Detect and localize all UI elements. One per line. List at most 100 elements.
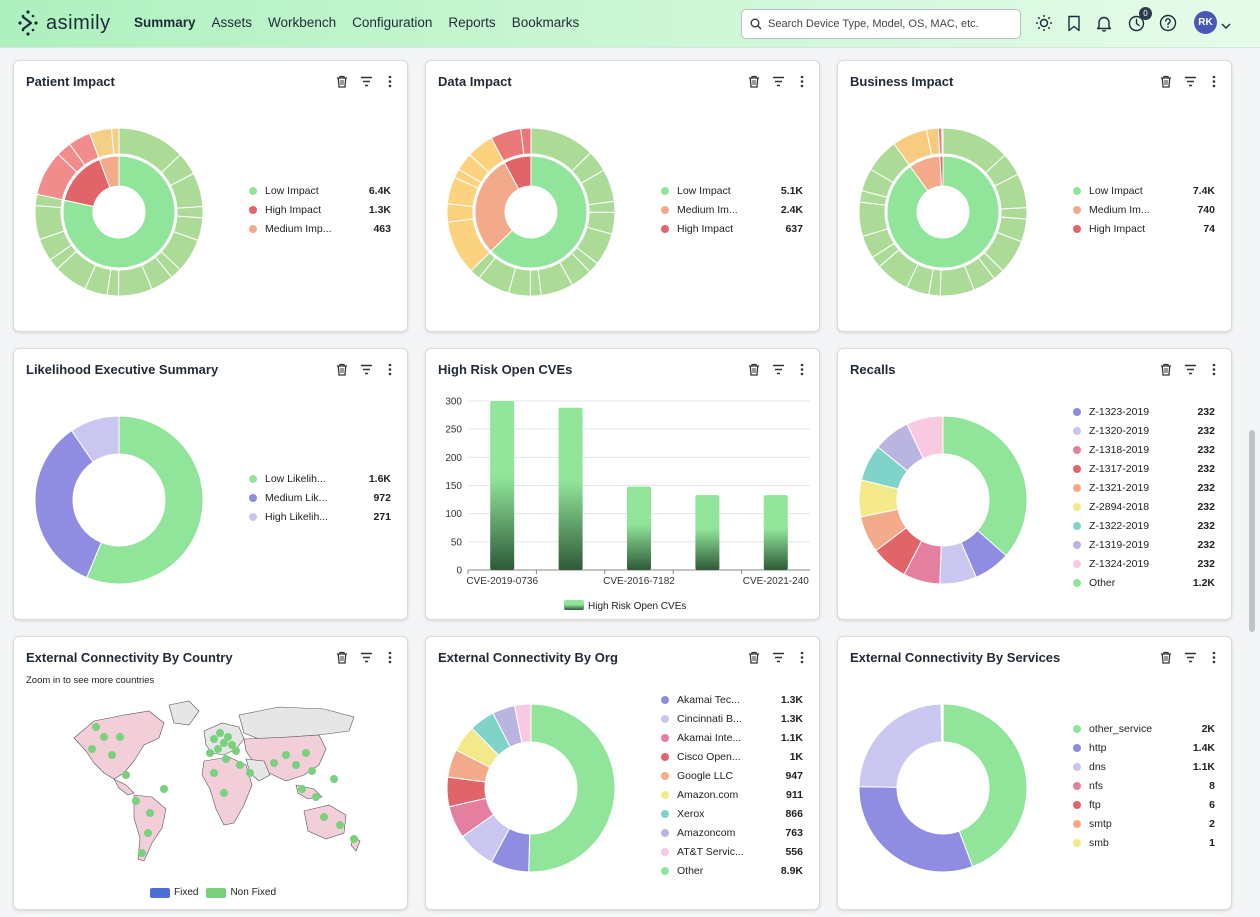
filter-icon[interactable] (359, 362, 373, 376)
slice-medium-likelihood[interactable] (34, 429, 102, 579)
asimily-logo[interactable]: asimily (14, 9, 111, 37)
legend-item[interactable]: nfs 8 (1073, 776, 1215, 795)
legend-item[interactable]: Medium Lik... 972 (249, 488, 391, 507)
likelihood-donut-chart[interactable] (34, 415, 204, 585)
org-donut-chart[interactable] (446, 703, 616, 873)
delete-icon[interactable] (747, 650, 761, 664)
map-marker[interactable] (100, 733, 108, 741)
map-marker[interactable] (222, 755, 230, 763)
nav-assets[interactable]: Assets (211, 15, 253, 30)
map-marker[interactable] (144, 829, 152, 837)
bar-2[interactable] (627, 486, 651, 570)
legend-item[interactable]: High Impact 74 (1073, 219, 1215, 238)
patient-impact-sunburst-chart[interactable] (34, 127, 204, 297)
filter-icon[interactable] (771, 362, 785, 376)
bookmark-icon[interactable] (1064, 13, 1084, 33)
slice-dns[interactable] (858, 703, 943, 788)
filter-icon[interactable] (1183, 362, 1197, 376)
filter-icon[interactable] (1183, 74, 1197, 88)
delete-icon[interactable] (1159, 74, 1173, 88)
chevron-down-icon[interactable] (1221, 17, 1231, 35)
notification-activity-icon[interactable]: 0 (1126, 7, 1152, 33)
slice-high-impact[interactable] (939, 155, 944, 187)
delete-icon[interactable] (335, 650, 349, 664)
nav-workbench[interactable]: Workbench (268, 15, 337, 30)
slice-high-impact[interactable] (503, 155, 532, 190)
map-marker[interactable] (146, 809, 154, 817)
legend-item[interactable]: smb 1 (1073, 833, 1215, 852)
legend-item[interactable]: Amazoncom 763 (661, 823, 803, 842)
slice-high-likelihood[interactable] (70, 415, 120, 463)
map-australia[interactable] (303, 804, 347, 840)
legend-item[interactable]: Low Likelih... 1.6K (249, 469, 391, 488)
legend-item[interactable]: Medium Im... 2.4K (661, 200, 803, 219)
more-options-icon[interactable] (383, 650, 397, 664)
delete-icon[interactable] (1159, 650, 1173, 664)
legend-item[interactable]: High Impact 1.3K (249, 200, 391, 219)
slice-low-impact[interactable] (62, 155, 176, 269)
bar-1[interactable] (558, 407, 583, 570)
delete-icon[interactable] (335, 362, 349, 376)
delete-icon[interactable] (1159, 362, 1173, 376)
legend-item[interactable]: AT&T Servic... 556 (661, 842, 803, 861)
slice-http[interactable] (858, 786, 974, 873)
bar-0[interactable] (490, 401, 515, 570)
legend-item[interactable]: Other 8.9K (661, 861, 803, 880)
map-marker[interactable] (210, 735, 218, 743)
legend-item[interactable]: Low Impact 5.1K (661, 181, 803, 200)
map-russia[interactable] (238, 706, 355, 740)
more-options-icon[interactable] (1207, 650, 1221, 664)
filter-icon[interactable] (771, 650, 785, 664)
user-avatar[interactable]: RK (1194, 11, 1217, 34)
high-risk-cves-bar-chart[interactable]: 0 50 100 150 200 250 300 CVE-2019-0736 CVE-2016-… (426, 389, 819, 619)
legend-item[interactable]: Other 1.2K (1073, 573, 1215, 592)
legend-item[interactable]: High Impact 637 (661, 219, 803, 238)
legend-item[interactable]: Medium Imp... 463 (249, 219, 391, 238)
legend-item[interactable]: smtp 2 (1073, 814, 1215, 833)
slice-medium-impact[interactable] (98, 155, 120, 189)
bar-3[interactable] (695, 495, 720, 570)
map-marker[interactable] (206, 749, 214, 757)
nav-configuration[interactable]: Configuration (352, 15, 433, 30)
more-options-icon[interactable] (383, 362, 397, 376)
map-marker[interactable] (308, 767, 316, 775)
map-marker[interactable] (220, 789, 228, 797)
legend-item[interactable]: Xerox 866 (661, 804, 803, 823)
legend-item[interactable]: Low Impact 7.4K (1073, 181, 1215, 200)
map-marker[interactable] (232, 747, 240, 755)
map-marker[interactable] (350, 835, 358, 843)
map-marker[interactable] (220, 739, 228, 747)
search-input[interactable] (768, 18, 1018, 30)
more-options-icon[interactable] (795, 362, 809, 376)
legend-item[interactable]: dns 1.1K (1073, 757, 1215, 776)
outer-slice[interactable] (110, 127, 120, 155)
map-marker[interactable] (320, 813, 328, 821)
map-marker[interactable] (298, 785, 306, 793)
map-marker[interactable] (336, 821, 344, 829)
bell-icon[interactable] (1094, 13, 1114, 33)
legend-item[interactable]: Z-1317-2019 232 (1073, 459, 1215, 478)
map-marker[interactable] (236, 761, 244, 769)
outer-slice[interactable] (520, 127, 532, 155)
legend-item[interactable]: Z-1324-2019 232 (1073, 554, 1215, 573)
map-marker[interactable] (214, 745, 222, 753)
map-marker[interactable] (292, 761, 300, 769)
map-marker[interactable] (138, 849, 146, 857)
legend-item[interactable]: Z-1321-2019 232 (1073, 478, 1215, 497)
legend-item[interactable]: Akamai Tec... 1.3K (661, 690, 803, 709)
slice-medium-impact[interactable] (474, 161, 520, 252)
legend-item[interactable]: Z-1322-2019 232 (1073, 516, 1215, 535)
legend-item[interactable]: Low Impact 6.4K (249, 181, 391, 200)
map-central-america[interactable] (113, 778, 135, 796)
nav-summary[interactable]: Summary (134, 15, 196, 30)
delete-icon[interactable] (747, 362, 761, 376)
delete-icon[interactable] (747, 74, 761, 88)
legend-item[interactable]: Z-1318-2019 232 (1073, 440, 1215, 459)
legend-item[interactable]: Z-1319-2019 232 (1073, 535, 1215, 554)
map-marker[interactable] (210, 769, 218, 777)
legend-item[interactable]: Google LLC 947 (661, 766, 803, 785)
map-marker[interactable] (160, 785, 168, 793)
delete-icon[interactable] (335, 74, 349, 88)
map-marker[interactable] (224, 733, 232, 741)
map-marker[interactable] (282, 751, 290, 759)
